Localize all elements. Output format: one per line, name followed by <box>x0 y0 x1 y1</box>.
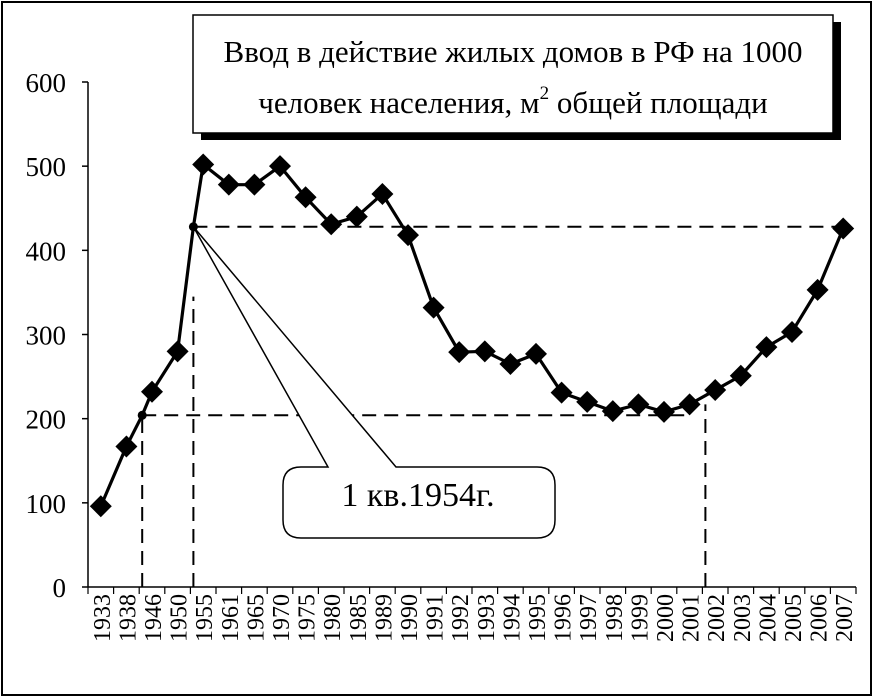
y-tick-label: 400 <box>26 236 67 266</box>
x-tick-label: 2005 <box>781 594 807 642</box>
x-tick-label: 2007 <box>832 594 858 642</box>
x-tick-label: 1993 <box>474 594 500 642</box>
data-point-marker <box>397 224 419 247</box>
series-markers <box>89 153 855 518</box>
x-tick-labels: 1933 1938 1946 1950 1955 1961 1965 1970 1975 1980… <box>90 594 858 642</box>
x-tick-label: 1999 <box>627 594 653 642</box>
x-tick-label: 2004 <box>755 594 781 642</box>
data-point-marker <box>832 217 855 240</box>
x-tick-label: 2006 <box>807 594 833 642</box>
data-point-marker <box>141 380 163 403</box>
x-tick-label: 1933 <box>90 594 116 642</box>
chart-title-line1: Ввод в действие жилых домов в РФ на 1000 <box>224 34 803 69</box>
annotation-label: 1 кв.1954г. <box>341 477 494 514</box>
x-tick-label: 1980 <box>320 594 346 642</box>
data-point-marker <box>166 340 189 363</box>
x-tick-label: 1992 <box>448 594 474 642</box>
x-tick-label: 1997 <box>576 594 602 642</box>
y-tick-label: 600 <box>26 68 67 98</box>
x-tick-label: 2003 <box>730 594 756 642</box>
data-point-marker <box>653 400 675 423</box>
x-tick-label: 1989 <box>371 594 397 642</box>
data-point-marker <box>192 153 215 176</box>
data-point-marker <box>755 336 778 359</box>
data-point-marker <box>422 296 445 319</box>
x-tick-label: 1950 <box>167 594 193 642</box>
data-point-marker <box>525 342 547 365</box>
reference-point-marker <box>137 410 147 420</box>
x-tick-label: 1938 <box>115 594 141 642</box>
x-tick-label: 1946 <box>141 594 167 642</box>
x-tick-label: 1965 <box>243 594 269 642</box>
y-tick-label: 500 <box>26 152 67 182</box>
x-tick-label: 1994 <box>499 594 525 642</box>
data-point-marker <box>806 278 829 301</box>
data-point-marker <box>243 173 266 196</box>
x-tick-label: 2002 <box>704 594 730 642</box>
data-point-marker <box>294 186 317 209</box>
y-tick-label: 300 <box>26 321 67 351</box>
y-tick-label: 100 <box>26 489 67 519</box>
reference-lines <box>141 225 844 587</box>
data-point-marker <box>217 173 240 196</box>
data-point-marker <box>320 213 343 236</box>
data-point-marker <box>89 495 112 518</box>
data-point-marker <box>448 341 471 364</box>
data-point-marker <box>601 400 624 423</box>
x-tick-label: 1990 <box>397 594 423 642</box>
x-tick-label: 1991 <box>423 594 449 642</box>
x-tick-label: 1996 <box>551 594 577 642</box>
x-tick-label: 1970 <box>269 594 295 642</box>
x-tick-label: 2000 <box>653 594 679 642</box>
data-point-marker <box>550 381 573 404</box>
data-point-marker <box>473 340 496 363</box>
chart-title-line2: человек населения, м2 общей площади <box>258 83 767 120</box>
y-tick-label: 200 <box>26 405 67 435</box>
data-point-marker <box>345 205 368 228</box>
x-tick-label: 1985 <box>346 594 372 642</box>
series-line <box>99 162 845 507</box>
data-point-marker <box>499 352 522 375</box>
data-point-marker <box>729 364 752 387</box>
y-tick-labels: 0 100 200 300 400 500 600 <box>26 68 67 603</box>
x-tick-label: 1975 <box>295 594 321 642</box>
reference-point-marker <box>188 222 198 232</box>
x-tick-label: 2001 <box>679 594 705 642</box>
annotation-callout: 1 кв.1954г. <box>192 226 556 539</box>
x-tick-label: 1995 <box>525 594 551 642</box>
data-point-marker <box>678 393 701 416</box>
data-point-marker <box>576 390 599 413</box>
x-tick-label: 1955 <box>192 594 218 642</box>
x-tick-label: 1961 <box>218 594 244 642</box>
data-point-marker <box>115 435 138 458</box>
data-point-marker <box>269 155 291 178</box>
data-point-marker <box>704 379 727 402</box>
y-tick-label: 0 <box>53 573 67 603</box>
title-box <box>192 14 834 134</box>
data-line <box>99 162 845 507</box>
data-point-marker <box>371 182 394 205</box>
data-point-marker <box>781 320 803 343</box>
axes <box>82 81 857 594</box>
data-point-marker <box>627 393 650 416</box>
x-tick-label: 1998 <box>602 594 628 642</box>
callout-shape <box>192 226 556 539</box>
